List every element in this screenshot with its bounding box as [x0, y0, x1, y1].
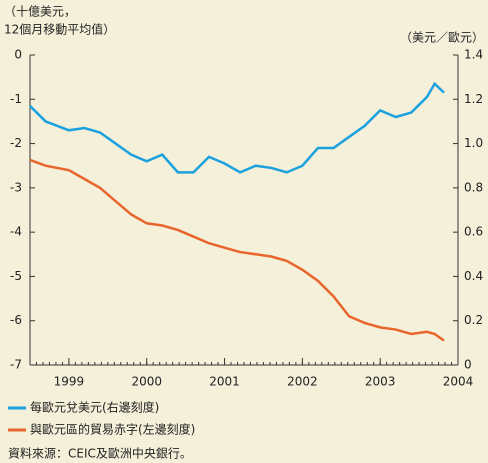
y-tick-label: -5	[10, 269, 22, 283]
y2-tick-label: 0.2	[464, 313, 483, 327]
x-tick-label: 2000	[131, 375, 162, 389]
data-line	[29, 158, 445, 342]
y-tick-label: -6	[10, 313, 22, 327]
x-tick-label: 2001	[209, 375, 240, 389]
x-tick-label: 2004	[443, 375, 474, 389]
y-axis-label: （十億美元，	[4, 5, 76, 19]
y-tick-label: -4	[10, 225, 22, 239]
y2-tick-label: 0.8	[464, 180, 483, 194]
y2-tick-label: 1.0	[464, 136, 483, 150]
y-tick-label: -7	[10, 358, 22, 372]
legend-label: 每歐元兌美元(右邊刻度)	[30, 400, 159, 415]
data-line	[29, 81, 445, 174]
y2-tick-label: 1.4	[464, 48, 483, 62]
y2-tick-label: 0.6	[464, 225, 483, 239]
source-note: 資料來源：CEIC及歐洲中央銀行。	[8, 446, 192, 461]
x-tick-label: 2002	[287, 375, 318, 389]
legend-label: 與歐元區的貿易赤字(左邊刻度)	[30, 422, 195, 437]
y-tick-label: -3	[10, 180, 22, 194]
y2-tick-label: 0	[464, 358, 472, 372]
x-tick-label: 2003	[365, 375, 396, 389]
y2-axis-label: （美元／歐元）	[400, 30, 484, 45]
y-tick-label: 0	[14, 48, 22, 62]
x-tick-label: 1999	[54, 375, 85, 389]
y2-tick-label: 0.4	[464, 269, 483, 283]
y-tick-label: -1	[10, 92, 22, 106]
y2-tick-label: 1.2	[464, 92, 483, 106]
y-axis-label: 12個月移動平均值）	[4, 22, 115, 37]
y-tick-label: -2	[10, 136, 22, 150]
